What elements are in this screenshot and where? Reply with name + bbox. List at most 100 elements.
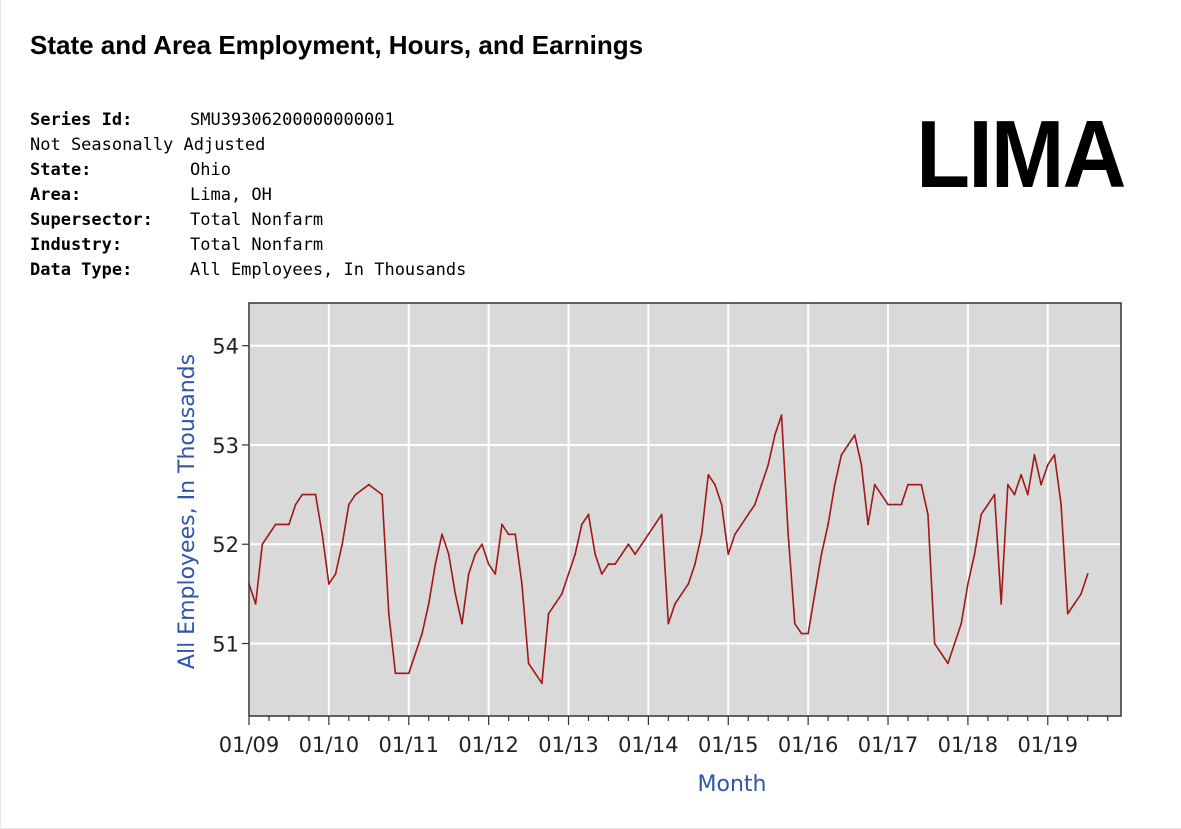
page-title: State and Area Employment, Hours, and Ea… [30, 30, 644, 60]
data-point [540, 682, 543, 685]
data-point [947, 662, 949, 665]
x-tick-label: 01/11 [378, 733, 439, 757]
data-point [314, 493, 317, 496]
meta-seasonal: Not Seasonally Adjusted [30, 133, 466, 158]
data-point [547, 612, 550, 615]
data-point [740, 523, 743, 526]
data-point [1046, 463, 1049, 466]
data-point [454, 592, 457, 595]
x-tick-label: 01/12 [458, 733, 519, 757]
data-point [567, 573, 570, 575]
data-point [580, 523, 583, 526]
data-point [254, 602, 257, 605]
data-point [1033, 453, 1036, 456]
meta-data-type-value: All Employees, In Thousands [190, 260, 467, 280]
data-point [1020, 473, 1023, 476]
data-point [833, 483, 836, 486]
data-point [927, 513, 929, 516]
meta-supersector-label: Supersector: [30, 210, 153, 230]
data-point [347, 503, 350, 506]
x-tick-label: 01/19 [1018, 733, 1079, 757]
x-tick-label: 01/14 [618, 733, 679, 757]
meta-supersector-value: Total Nonfarm [190, 210, 324, 230]
data-point [986, 503, 989, 506]
data-point [860, 463, 863, 466]
data-point [427, 602, 430, 605]
data-point [301, 493, 304, 496]
data-point [321, 533, 324, 536]
meta-area: Area: Lima, OH [30, 183, 466, 208]
x-tick-label: 01/10 [299, 733, 360, 757]
y-tick-label: 51 [212, 633, 239, 657]
meta-series-id-label: Series Id: [30, 110, 133, 130]
x-tick-label: 01/17 [858, 733, 919, 757]
data-point [920, 483, 923, 486]
data-point [1026, 493, 1029, 496]
data-point [867, 523, 869, 526]
data-point [534, 672, 537, 675]
data-point [574, 553, 577, 556]
data-point [967, 583, 969, 585]
data-point [620, 553, 623, 556]
data-point [1086, 573, 1089, 575]
meta-area-label: Area: [30, 185, 82, 205]
data-point [1053, 453, 1056, 456]
data-point [720, 503, 723, 506]
data-point [501, 523, 503, 526]
meta-seasonal-text: Not Seasonally Adjusted [30, 135, 266, 155]
data-point [654, 523, 656, 526]
meta-series-id: Series Id: SMU39306200000000001 [30, 108, 466, 133]
data-point [294, 503, 297, 506]
data-point [980, 513, 983, 516]
data-point [560, 592, 563, 595]
data-point [367, 483, 370, 486]
data-point [434, 563, 437, 566]
data-point [627, 543, 630, 546]
data-point [281, 523, 284, 526]
data-point [394, 672, 397, 675]
data-point [600, 573, 603, 575]
data-point [381, 493, 384, 496]
data-point [753, 503, 756, 506]
data-point [687, 583, 690, 585]
data-point [514, 533, 517, 536]
meta-series-id-value: SMU39306200000000001 [190, 110, 395, 130]
data-point [414, 652, 417, 655]
x-axis-title: Month [698, 772, 767, 797]
data-point [840, 453, 843, 456]
data-point [1080, 592, 1082, 595]
data-point [660, 513, 663, 516]
data-point [401, 672, 403, 675]
plot-border [248, 302, 1122, 717]
data-point [474, 553, 477, 556]
data-point [481, 543, 483, 546]
data-point [973, 553, 976, 556]
x-tick-label: 01/16 [778, 733, 839, 757]
data-point [1000, 602, 1003, 605]
data-point [993, 493, 996, 496]
data-point [953, 642, 956, 645]
data-point [607, 563, 610, 566]
data-point [747, 513, 750, 516]
data-point [327, 583, 330, 585]
data-point [594, 553, 597, 556]
data-point [780, 414, 783, 417]
data-point [893, 503, 896, 506]
data-point [387, 612, 390, 615]
meta-state: State: Ohio [30, 158, 466, 183]
meta-supersector: Supersector: Total Nonfarm [30, 208, 466, 233]
data-point [1013, 493, 1016, 496]
data-point [640, 543, 643, 546]
meta-state-label: State: [30, 160, 92, 180]
data-point [913, 483, 916, 486]
data-point [341, 543, 344, 546]
data-point [807, 632, 810, 635]
data-point [940, 652, 943, 655]
data-point [960, 622, 963, 625]
data-point [288, 523, 290, 526]
data-point [274, 523, 277, 526]
data-point [261, 543, 264, 546]
data-point [461, 622, 463, 625]
data-point [334, 573, 337, 575]
